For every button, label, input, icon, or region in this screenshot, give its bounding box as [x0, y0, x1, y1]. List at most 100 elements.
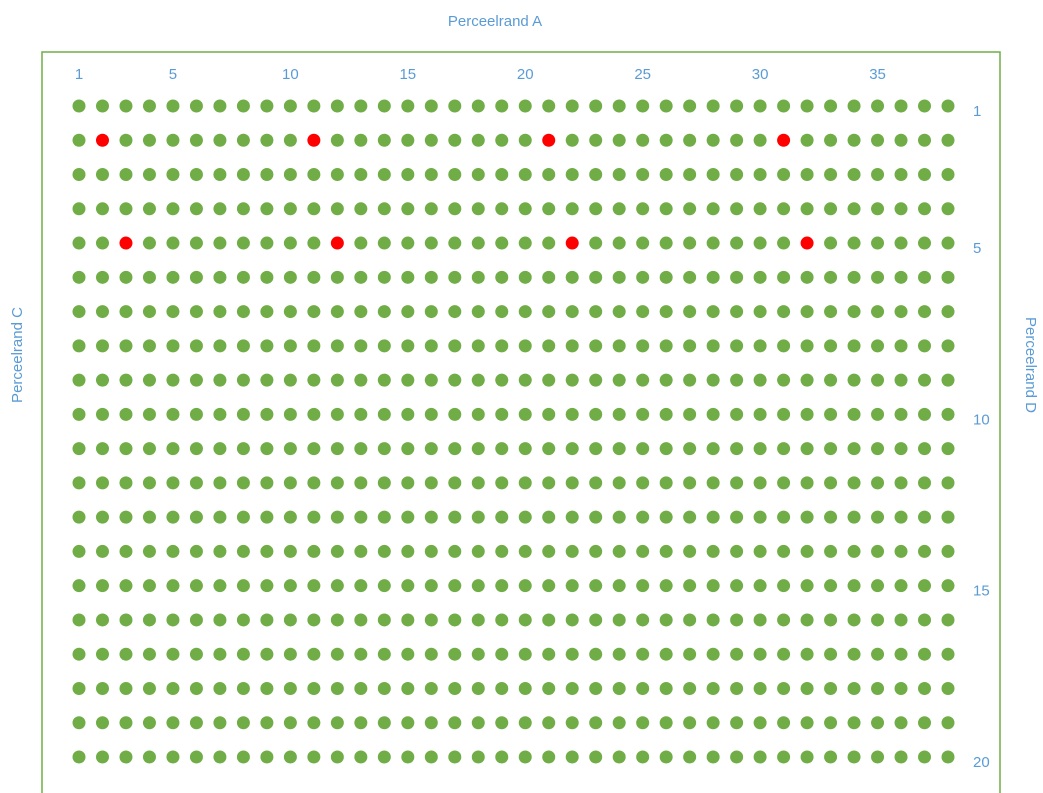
dot — [142, 476, 156, 490]
edge-label-top: Perceelrand A — [448, 13, 542, 30]
dot — [377, 647, 391, 661]
dot — [894, 613, 908, 627]
dot — [260, 750, 274, 764]
dot — [753, 168, 767, 182]
dot — [730, 716, 744, 730]
dot — [213, 373, 227, 387]
dot — [448, 99, 462, 113]
dot — [871, 544, 885, 558]
dot — [236, 681, 250, 695]
dot — [800, 579, 814, 593]
dot — [753, 202, 767, 216]
dot — [354, 476, 368, 490]
dot — [307, 202, 321, 216]
dot — [283, 681, 297, 695]
dot — [941, 202, 955, 216]
dot — [307, 579, 321, 593]
dot — [401, 613, 415, 627]
dot — [471, 613, 485, 627]
dot — [307, 647, 321, 661]
dot — [871, 133, 885, 147]
dot — [683, 579, 697, 593]
dot — [189, 270, 203, 284]
dot — [706, 647, 720, 661]
column-label: 25 — [634, 66, 651, 83]
dot — [612, 168, 626, 182]
dot — [236, 407, 250, 421]
marked-dot — [330, 236, 344, 250]
dot — [401, 510, 415, 524]
dot — [448, 168, 462, 182]
dot — [941, 750, 955, 764]
column-label: 1 — [75, 66, 83, 83]
dot — [612, 681, 626, 695]
row-label: 20 — [973, 754, 990, 771]
dot — [800, 305, 814, 319]
dot — [495, 373, 509, 387]
dot — [330, 270, 344, 284]
dot — [166, 476, 180, 490]
dot — [753, 305, 767, 319]
dot — [471, 168, 485, 182]
dot — [753, 613, 767, 627]
dot — [260, 716, 274, 730]
dot — [706, 407, 720, 421]
dot — [542, 716, 556, 730]
dot — [495, 442, 509, 456]
dot — [612, 476, 626, 490]
dot — [119, 168, 133, 182]
dot — [565, 133, 579, 147]
dot — [283, 270, 297, 284]
dot — [283, 339, 297, 353]
dot — [918, 750, 932, 764]
dot — [800, 442, 814, 456]
dot — [824, 305, 838, 319]
dot — [495, 407, 509, 421]
dot — [659, 133, 673, 147]
dot — [283, 133, 297, 147]
dot — [354, 305, 368, 319]
dot — [753, 339, 767, 353]
dot — [377, 613, 391, 627]
dot — [401, 647, 415, 661]
dot — [941, 716, 955, 730]
dot — [330, 305, 344, 319]
dot — [471, 544, 485, 558]
dot — [730, 613, 744, 627]
dot — [847, 476, 861, 490]
dot — [283, 202, 297, 216]
dot — [213, 442, 227, 456]
dot — [518, 579, 532, 593]
dot — [354, 750, 368, 764]
dot — [260, 476, 274, 490]
dot — [706, 339, 720, 353]
dot — [894, 476, 908, 490]
dot — [424, 339, 438, 353]
dot — [377, 750, 391, 764]
dot — [283, 305, 297, 319]
dot — [330, 168, 344, 182]
dot — [330, 681, 344, 695]
dot — [636, 236, 650, 250]
dot — [236, 202, 250, 216]
dot — [589, 716, 603, 730]
dot — [800, 647, 814, 661]
dot — [354, 544, 368, 558]
dot — [800, 168, 814, 182]
dot — [495, 476, 509, 490]
dot — [612, 236, 626, 250]
dot — [260, 99, 274, 113]
dot — [636, 544, 650, 558]
dot — [119, 579, 133, 593]
dot — [941, 476, 955, 490]
dot — [95, 373, 109, 387]
dot — [683, 339, 697, 353]
dot — [424, 407, 438, 421]
dot — [753, 544, 767, 558]
dot — [471, 681, 485, 695]
dot — [307, 681, 321, 695]
dot — [636, 681, 650, 695]
dot — [213, 202, 227, 216]
dot — [495, 305, 509, 319]
dot — [824, 579, 838, 593]
